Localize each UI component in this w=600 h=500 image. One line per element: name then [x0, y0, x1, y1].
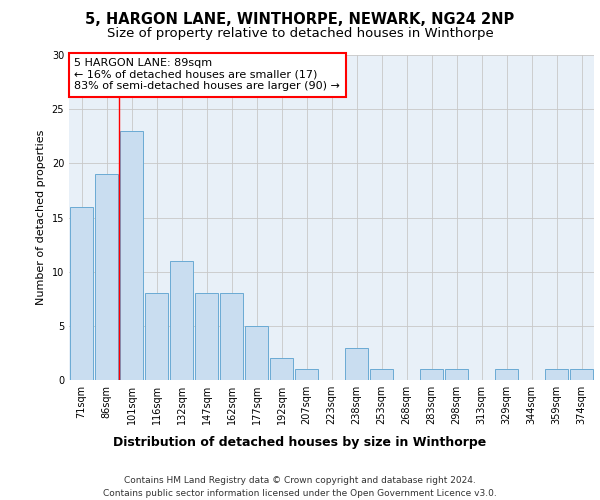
Text: Distribution of detached houses by size in Winthorpe: Distribution of detached houses by size … — [113, 436, 487, 449]
Bar — [370, 369, 393, 380]
Bar — [345, 348, 368, 380]
Bar — [120, 131, 143, 380]
Text: 5 HARGON LANE: 89sqm
← 16% of detached houses are smaller (17)
83% of semi-detac: 5 HARGON LANE: 89sqm ← 16% of detached h… — [74, 58, 340, 92]
Bar — [295, 369, 318, 380]
Bar — [545, 369, 568, 380]
Bar — [420, 369, 443, 380]
Text: Size of property relative to detached houses in Winthorpe: Size of property relative to detached ho… — [107, 28, 493, 40]
Bar — [70, 206, 93, 380]
Bar — [495, 369, 518, 380]
Bar — [170, 261, 193, 380]
Bar — [145, 294, 168, 380]
Bar — [195, 294, 218, 380]
Y-axis label: Number of detached properties: Number of detached properties — [36, 130, 46, 305]
Bar — [245, 326, 268, 380]
Bar — [445, 369, 468, 380]
Bar — [570, 369, 593, 380]
Text: Contains HM Land Registry data © Crown copyright and database right 2024.
Contai: Contains HM Land Registry data © Crown c… — [103, 476, 497, 498]
Bar — [95, 174, 118, 380]
Text: 5, HARGON LANE, WINTHORPE, NEWARK, NG24 2NP: 5, HARGON LANE, WINTHORPE, NEWARK, NG24 … — [85, 12, 515, 28]
Bar — [220, 294, 243, 380]
Bar — [270, 358, 293, 380]
